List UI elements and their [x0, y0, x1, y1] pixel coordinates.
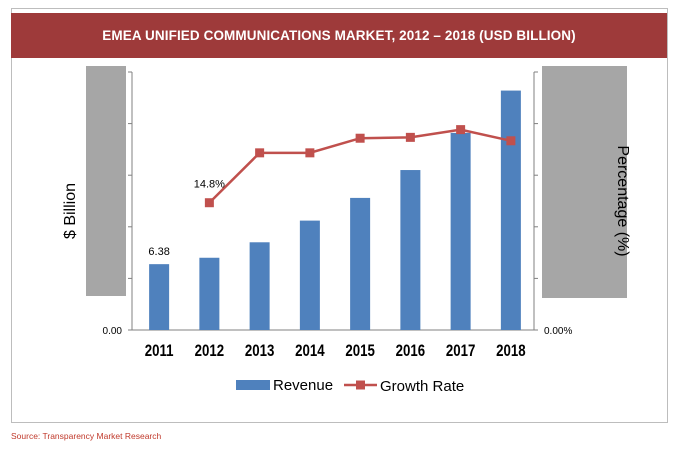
x-tick-label-2012: 2012 [195, 342, 224, 361]
right-axis-label-box [542, 66, 627, 298]
right-axis-min-label: 0.00% [544, 326, 572, 337]
growth-point-2015 [355, 133, 365, 143]
revenue-bar-2014 [299, 220, 320, 330]
revenue-bar-2011 [149, 264, 170, 330]
growth-point-2017 [456, 125, 466, 135]
revenue-bar-2017 [450, 132, 471, 330]
revenue-data-label-2011: 6.38 [148, 246, 169, 258]
x-tick-label-2018: 2018 [496, 342, 525, 361]
revenue-bar-2018 [500, 90, 521, 331]
growth-point-2016 [405, 132, 415, 142]
chart-title: EMEA UNIFIED COMMUNICATIONS MARKET, 2012… [11, 13, 667, 58]
x-tick-label-2014: 2014 [295, 342, 325, 361]
left-axis-min-label: 0.00 [103, 326, 123, 337]
x-tick-label-2016: 2016 [396, 342, 425, 361]
growth-point-2014 [305, 148, 315, 158]
growth-point-2012 [204, 198, 214, 208]
growth-point-2013 [255, 148, 265, 158]
x-tick-label-2013: 2013 [245, 342, 274, 361]
revenue-bar-2012 [199, 257, 220, 330]
revenue-bar-2013 [249, 242, 270, 330]
x-tick-label-2017: 2017 [446, 342, 475, 361]
x-tick-label-2015: 2015 [345, 342, 375, 361]
legend-revenue-swatch [236, 380, 270, 390]
source-note: Source: Transparency Market Research [11, 431, 162, 441]
x-tick-label-2011: 2011 [145, 342, 174, 361]
left-axis-label-box [86, 66, 126, 296]
legend-revenue-label: Revenue [273, 377, 333, 394]
revenue-bar-2016 [400, 170, 421, 330]
growth-data-label-2012: 14.8% [194, 179, 225, 191]
legend-growth-label: Growth Rate [380, 378, 464, 395]
revenue-bar-2015 [350, 197, 371, 330]
growth-point-2018 [506, 136, 516, 146]
legend-growth-marker [356, 380, 365, 390]
